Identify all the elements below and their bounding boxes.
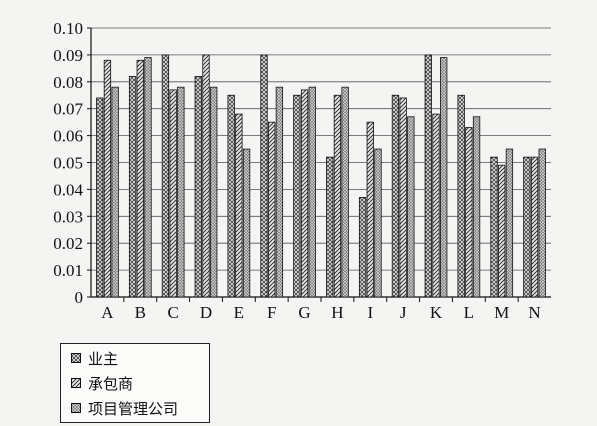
- bar-C-series-0: [161, 54, 170, 298]
- bar-I-series-1: [366, 121, 374, 298]
- bar-N-series-2: [538, 148, 546, 298]
- x-tick-label: I: [367, 303, 373, 322]
- y-tick-label: 0: [75, 288, 84, 307]
- bar-C-series-2: [177, 86, 185, 298]
- bar-J-series-1: [399, 97, 407, 298]
- y-tick-label: 0.08: [53, 73, 83, 92]
- x-tick-label: E: [234, 303, 244, 322]
- y-tick-label: 0.10: [53, 19, 83, 38]
- bar-H-series-1: [333, 94, 342, 298]
- x-tick-label: C: [167, 303, 178, 322]
- bar-D-series-0: [194, 76, 202, 298]
- dense-crosshatch-swatch-icon: [71, 403, 81, 413]
- bar-H-series-0: [326, 156, 334, 298]
- x-tick-label: B: [135, 303, 146, 322]
- legend-label: 承包商: [88, 374, 134, 393]
- x-tick-label: D: [200, 303, 212, 322]
- bar-C-series-1: [169, 89, 177, 298]
- legend-item-owner: 业主: [71, 348, 118, 368]
- bars: [96, 54, 546, 298]
- bar-G-series-0: [293, 94, 301, 298]
- bar-N-series-1: [530, 156, 539, 298]
- x-tick-label: M: [494, 303, 509, 322]
- diagonal-swatch-icon: [71, 378, 81, 388]
- y-tick-labels: 0 0.01 0.02 0.03 0.04 0.05 0.06 0.07 0.08 0.09 0.1…: [53, 19, 83, 307]
- x-tick-label: A: [101, 303, 114, 322]
- x-tick-label: N: [528, 303, 540, 322]
- bar-L-series-0: [457, 94, 465, 298]
- bar-H-series-2: [341, 86, 349, 298]
- bar-N-series-0: [523, 156, 531, 298]
- x-tick-label: L: [464, 303, 474, 322]
- bar-A-series-0: [96, 97, 104, 298]
- bar-L-series-1: [465, 127, 473, 298]
- bar-J-series-2: [407, 116, 415, 298]
- bar-D-series-1: [202, 54, 210, 298]
- bar-I-series-2: [374, 148, 382, 298]
- gridlines: [87, 27, 551, 298]
- x-tick-label: G: [298, 303, 310, 322]
- legend-label: 业主: [88, 349, 119, 368]
- y-tick-label: 0.07: [53, 100, 83, 119]
- bar-L-series-2: [472, 116, 481, 298]
- x-tick-label: J: [400, 303, 407, 322]
- bar-B-series-2: [144, 57, 152, 298]
- bar-B-series-1: [136, 59, 144, 298]
- x-tick-label: F: [267, 303, 276, 322]
- bar-K-series-2: [440, 57, 448, 298]
- legend: 业主 承包商 项目管理公司: [60, 343, 210, 423]
- bar-K-series-1: [432, 113, 440, 298]
- y-tick-label: 0.02: [53, 234, 83, 253]
- x-tick-label: K: [430, 303, 443, 322]
- y-tick-label: 0.09: [53, 46, 83, 65]
- bar-K-series-0: [424, 54, 432, 298]
- legend-item-contractor: 承包商: [71, 373, 133, 393]
- y-tick-label: 0.05: [53, 154, 83, 173]
- bar-E-series-1: [235, 113, 243, 298]
- x-tick-label: H: [331, 303, 343, 322]
- y-tick-label: 0.04: [53, 180, 83, 199]
- bar-M-series-1: [498, 164, 506, 298]
- y-tick-label: 0.03: [53, 207, 83, 226]
- bar-A-series-2: [111, 86, 119, 298]
- bar-F-series-2: [275, 86, 284, 298]
- bar-F-series-1: [268, 121, 276, 298]
- y-tick-label: 0.06: [53, 127, 83, 146]
- bar-G-series-1: [300, 89, 309, 298]
- legend-item-pm-company: 项目管理公司: [71, 398, 178, 418]
- bar-M-series-2: [505, 148, 514, 298]
- bar-I-series-0: [358, 197, 367, 298]
- bar-D-series-2: [210, 86, 218, 298]
- bar-B-series-0: [128, 76, 137, 298]
- legend-label: 项目管理公司: [88, 399, 179, 418]
- bar-E-series-2: [242, 148, 251, 298]
- bar-J-series-0: [391, 94, 400, 298]
- bar-A-series-1: [103, 59, 112, 298]
- y-tick-label: 0.01: [53, 261, 83, 280]
- bar-G-series-2: [308, 86, 316, 298]
- bar-F-series-0: [260, 54, 268, 298]
- bar-M-series-0: [490, 156, 498, 298]
- bar-E-series-0: [227, 94, 235, 298]
- crosshatch-swatch-icon: [71, 353, 81, 363]
